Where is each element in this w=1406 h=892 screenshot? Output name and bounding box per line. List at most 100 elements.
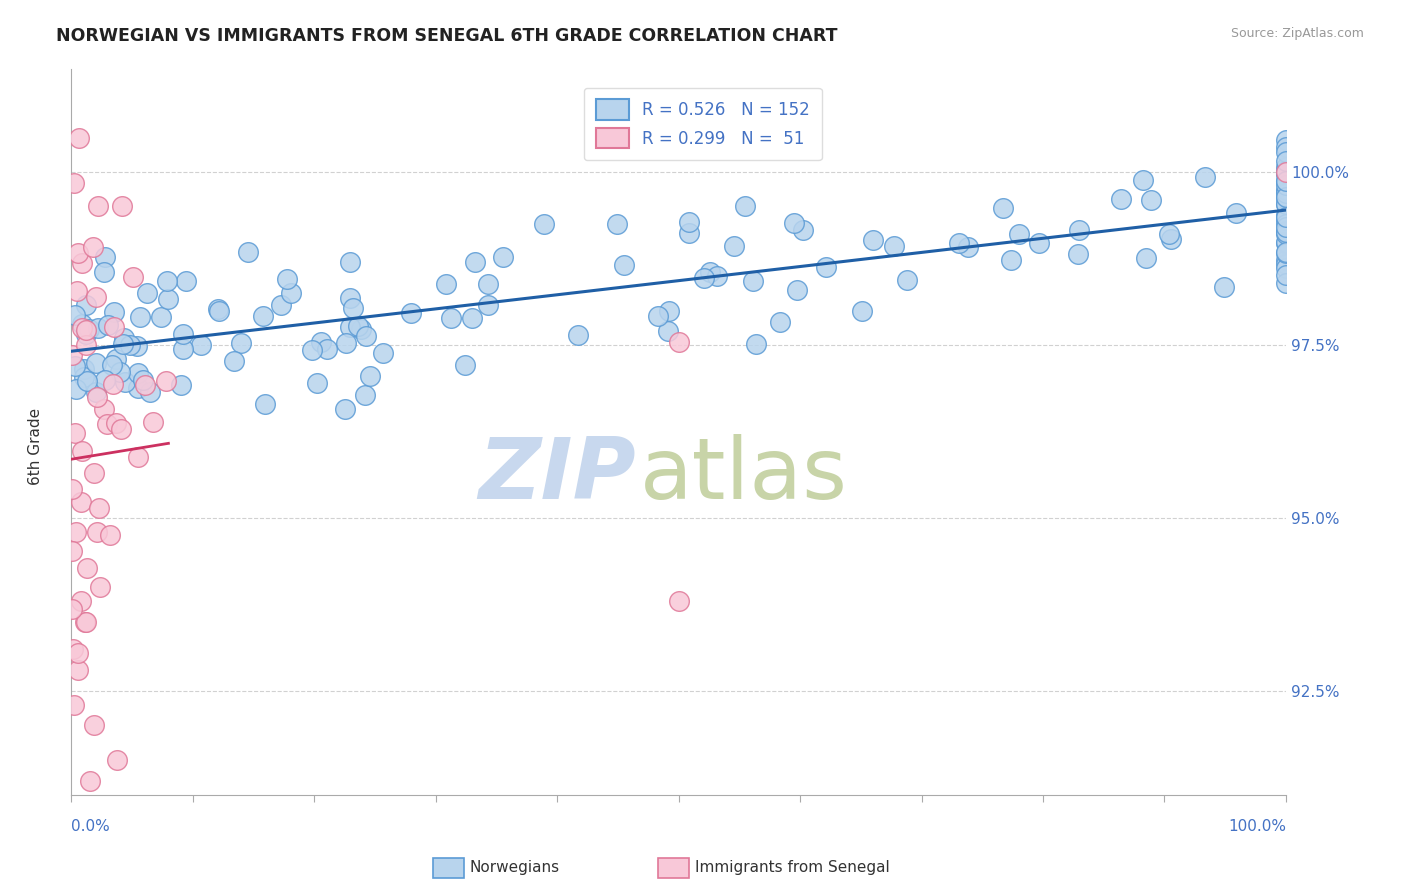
Point [956, 240, 979, 254]
Point [252, 309, 274, 323]
Point [82, 240, 104, 254]
Point [111, 336, 134, 351]
Point [783, 215, 806, 229]
Point [97, 318, 120, 332]
Point [706, 269, 728, 284]
Point [1275, 167, 1298, 181]
Text: NORWEGIAN VS IMMIGRANTS FROM SENEGAL 6TH GRADE CORRELATION CHART: NORWEGIAN VS IMMIGRANTS FROM SENEGAL 6TH… [56, 27, 838, 45]
Point [613, 258, 636, 272]
Point [678, 226, 700, 240]
Point [862, 233, 884, 247]
Point [280, 285, 302, 300]
Point [66, 246, 89, 260]
Point [1275, 186, 1298, 200]
Point [103, 305, 125, 319]
Point [72, 362, 94, 376]
Point [87, 199, 110, 213]
Point [360, 368, 382, 383]
Point [315, 342, 337, 356]
Point [1275, 225, 1298, 239]
Point [1000, 253, 1022, 268]
Point [69, 130, 91, 145]
Point [647, 309, 669, 323]
Point [533, 217, 555, 231]
Point [1069, 223, 1091, 237]
Point [1275, 235, 1298, 250]
Point [1275, 218, 1298, 232]
Point [464, 255, 486, 269]
Point [1275, 163, 1298, 178]
Point [883, 239, 905, 253]
Point [66, 646, 89, 660]
Point [104, 352, 127, 367]
Point [207, 303, 229, 318]
Point [339, 255, 361, 269]
Point [93, 265, 115, 279]
Text: Source: ZipAtlas.com: Source: ZipAtlas.com [1230, 27, 1364, 40]
Point [301, 343, 323, 357]
Point [86, 320, 108, 334]
Point [114, 375, 136, 389]
Point [101, 358, 124, 372]
Point [335, 336, 357, 351]
Point [723, 239, 745, 253]
Point [339, 320, 361, 334]
Point [792, 223, 814, 237]
Point [1275, 133, 1298, 147]
Point [1109, 192, 1132, 206]
Point [238, 244, 260, 259]
Point [1028, 236, 1050, 251]
Point [477, 298, 499, 312]
Point [118, 337, 141, 351]
Point [948, 235, 970, 250]
Point [93, 401, 115, 416]
Point [492, 250, 515, 264]
Point [105, 417, 128, 431]
Point [149, 310, 172, 324]
Point [311, 335, 333, 350]
Point [1067, 247, 1090, 261]
Point [125, 339, 148, 353]
Point [89, 500, 111, 515]
Point [1275, 224, 1298, 238]
Point [62, 544, 84, 558]
Point [786, 283, 808, 297]
Point [86, 384, 108, 399]
Point [1275, 207, 1298, 221]
Point [1275, 160, 1298, 174]
Point [62, 483, 84, 497]
Text: 100.0%: 100.0% [1227, 819, 1286, 834]
Point [270, 298, 292, 312]
Point [70, 317, 93, 331]
Point [1275, 253, 1298, 268]
Point [699, 265, 721, 279]
Point [1275, 212, 1298, 227]
Point [96, 417, 118, 432]
Point [1275, 245, 1298, 260]
Point [1275, 183, 1298, 197]
Point [658, 304, 681, 318]
Point [63, 698, 86, 712]
Point [142, 415, 165, 429]
Legend: R = 0.526   N = 152, R = 0.299   N =  51: R = 0.526 N = 152, R = 0.299 N = 51 [583, 87, 821, 160]
Point [1275, 246, 1298, 260]
Point [70, 321, 93, 335]
Point [72, 370, 94, 384]
Point [127, 450, 149, 464]
Point [156, 274, 179, 288]
Point [156, 292, 179, 306]
Point [434, 277, 457, 292]
Point [1132, 172, 1154, 186]
Point [86, 390, 108, 404]
Text: Norwegians: Norwegians [470, 860, 560, 874]
Point [176, 274, 198, 288]
Point [75, 615, 97, 629]
Point [207, 301, 229, 316]
Point [129, 310, 152, 324]
Point [769, 315, 792, 329]
Point [356, 329, 378, 343]
Point [1275, 197, 1298, 211]
Point [1275, 165, 1298, 179]
Point [84, 290, 107, 304]
Point [169, 378, 191, 392]
